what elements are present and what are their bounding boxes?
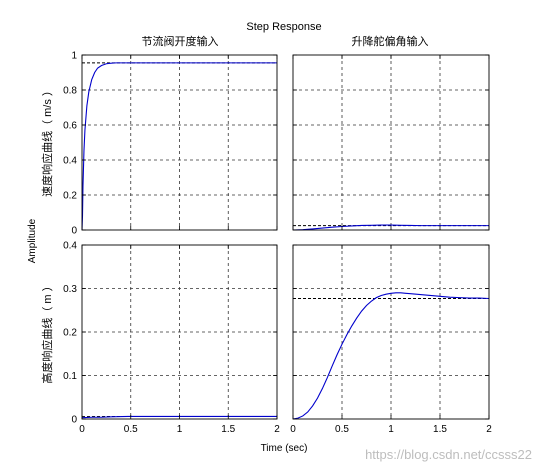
y-tick-label: 0	[71, 226, 77, 237]
row-label-height: 高度响应曲线（ m ）	[40, 280, 54, 383]
y-tick-label: 0.4	[63, 156, 77, 167]
column-title-elevator: 升降舵偏角输入	[352, 34, 429, 48]
y-tick-label: 0.8	[63, 86, 77, 97]
x-tick-label: 2	[486, 424, 492, 435]
subplot-grid: 00.20.40.60.810 0.5 1 1.5 200.10.20.30.40 0.5…	[63, 51, 492, 436]
row-label-speed: 速度响应曲线（ m/s ）	[40, 85, 54, 197]
y-tick-label: 0.4	[63, 241, 77, 252]
response-line-r0c0	[81, 62, 277, 231]
y-axis-label: Amplitude	[27, 218, 38, 263]
x-axis-label: Time (sec)	[261, 443, 308, 454]
x-tick-label: 0.5	[124, 424, 138, 435]
response-line-r1c1	[292, 292, 490, 420]
x-tick-label: 0	[290, 424, 296, 435]
y-tick-label: 0	[71, 415, 77, 426]
y-tick-label: 0.2	[63, 191, 77, 202]
watermark-text: https://blog.csdn.net/ccsss22	[365, 447, 532, 462]
column-title-throttle: 节流阀开度输入	[142, 34, 219, 48]
y-tick-label: 0.1	[63, 371, 77, 382]
x-tick-label: 1	[388, 424, 394, 435]
x-tick-label: 0.5	[335, 424, 349, 435]
y-tick-label: 0.2	[63, 328, 77, 339]
subplot-r1c1: 0 0.5 1 1.5 2	[290, 244, 492, 435]
y-tick-label: 1	[71, 51, 77, 62]
subplot-r1c0: 0 0.5 1 1.5 2 0 0.1 0.2 0.3 0.4	[63, 241, 280, 436]
x-tick-label: 1	[177, 424, 183, 435]
subplot-r0c0: 0 0.2 0.4 0.6 0.8 1	[63, 51, 278, 237]
figure-title: Step Response	[246, 21, 321, 33]
y-tick-label: 0.6	[63, 121, 77, 132]
response-line-r0c1	[292, 224, 489, 231]
x-tick-label: 2	[274, 424, 280, 435]
x-tick-label: 1.5	[433, 424, 447, 435]
x-tick-label: 1.5	[221, 424, 235, 435]
x-tick-label: 0	[79, 424, 85, 435]
y-tick-label: 0.3	[63, 284, 77, 295]
subplot-r0c1	[292, 54, 490, 231]
